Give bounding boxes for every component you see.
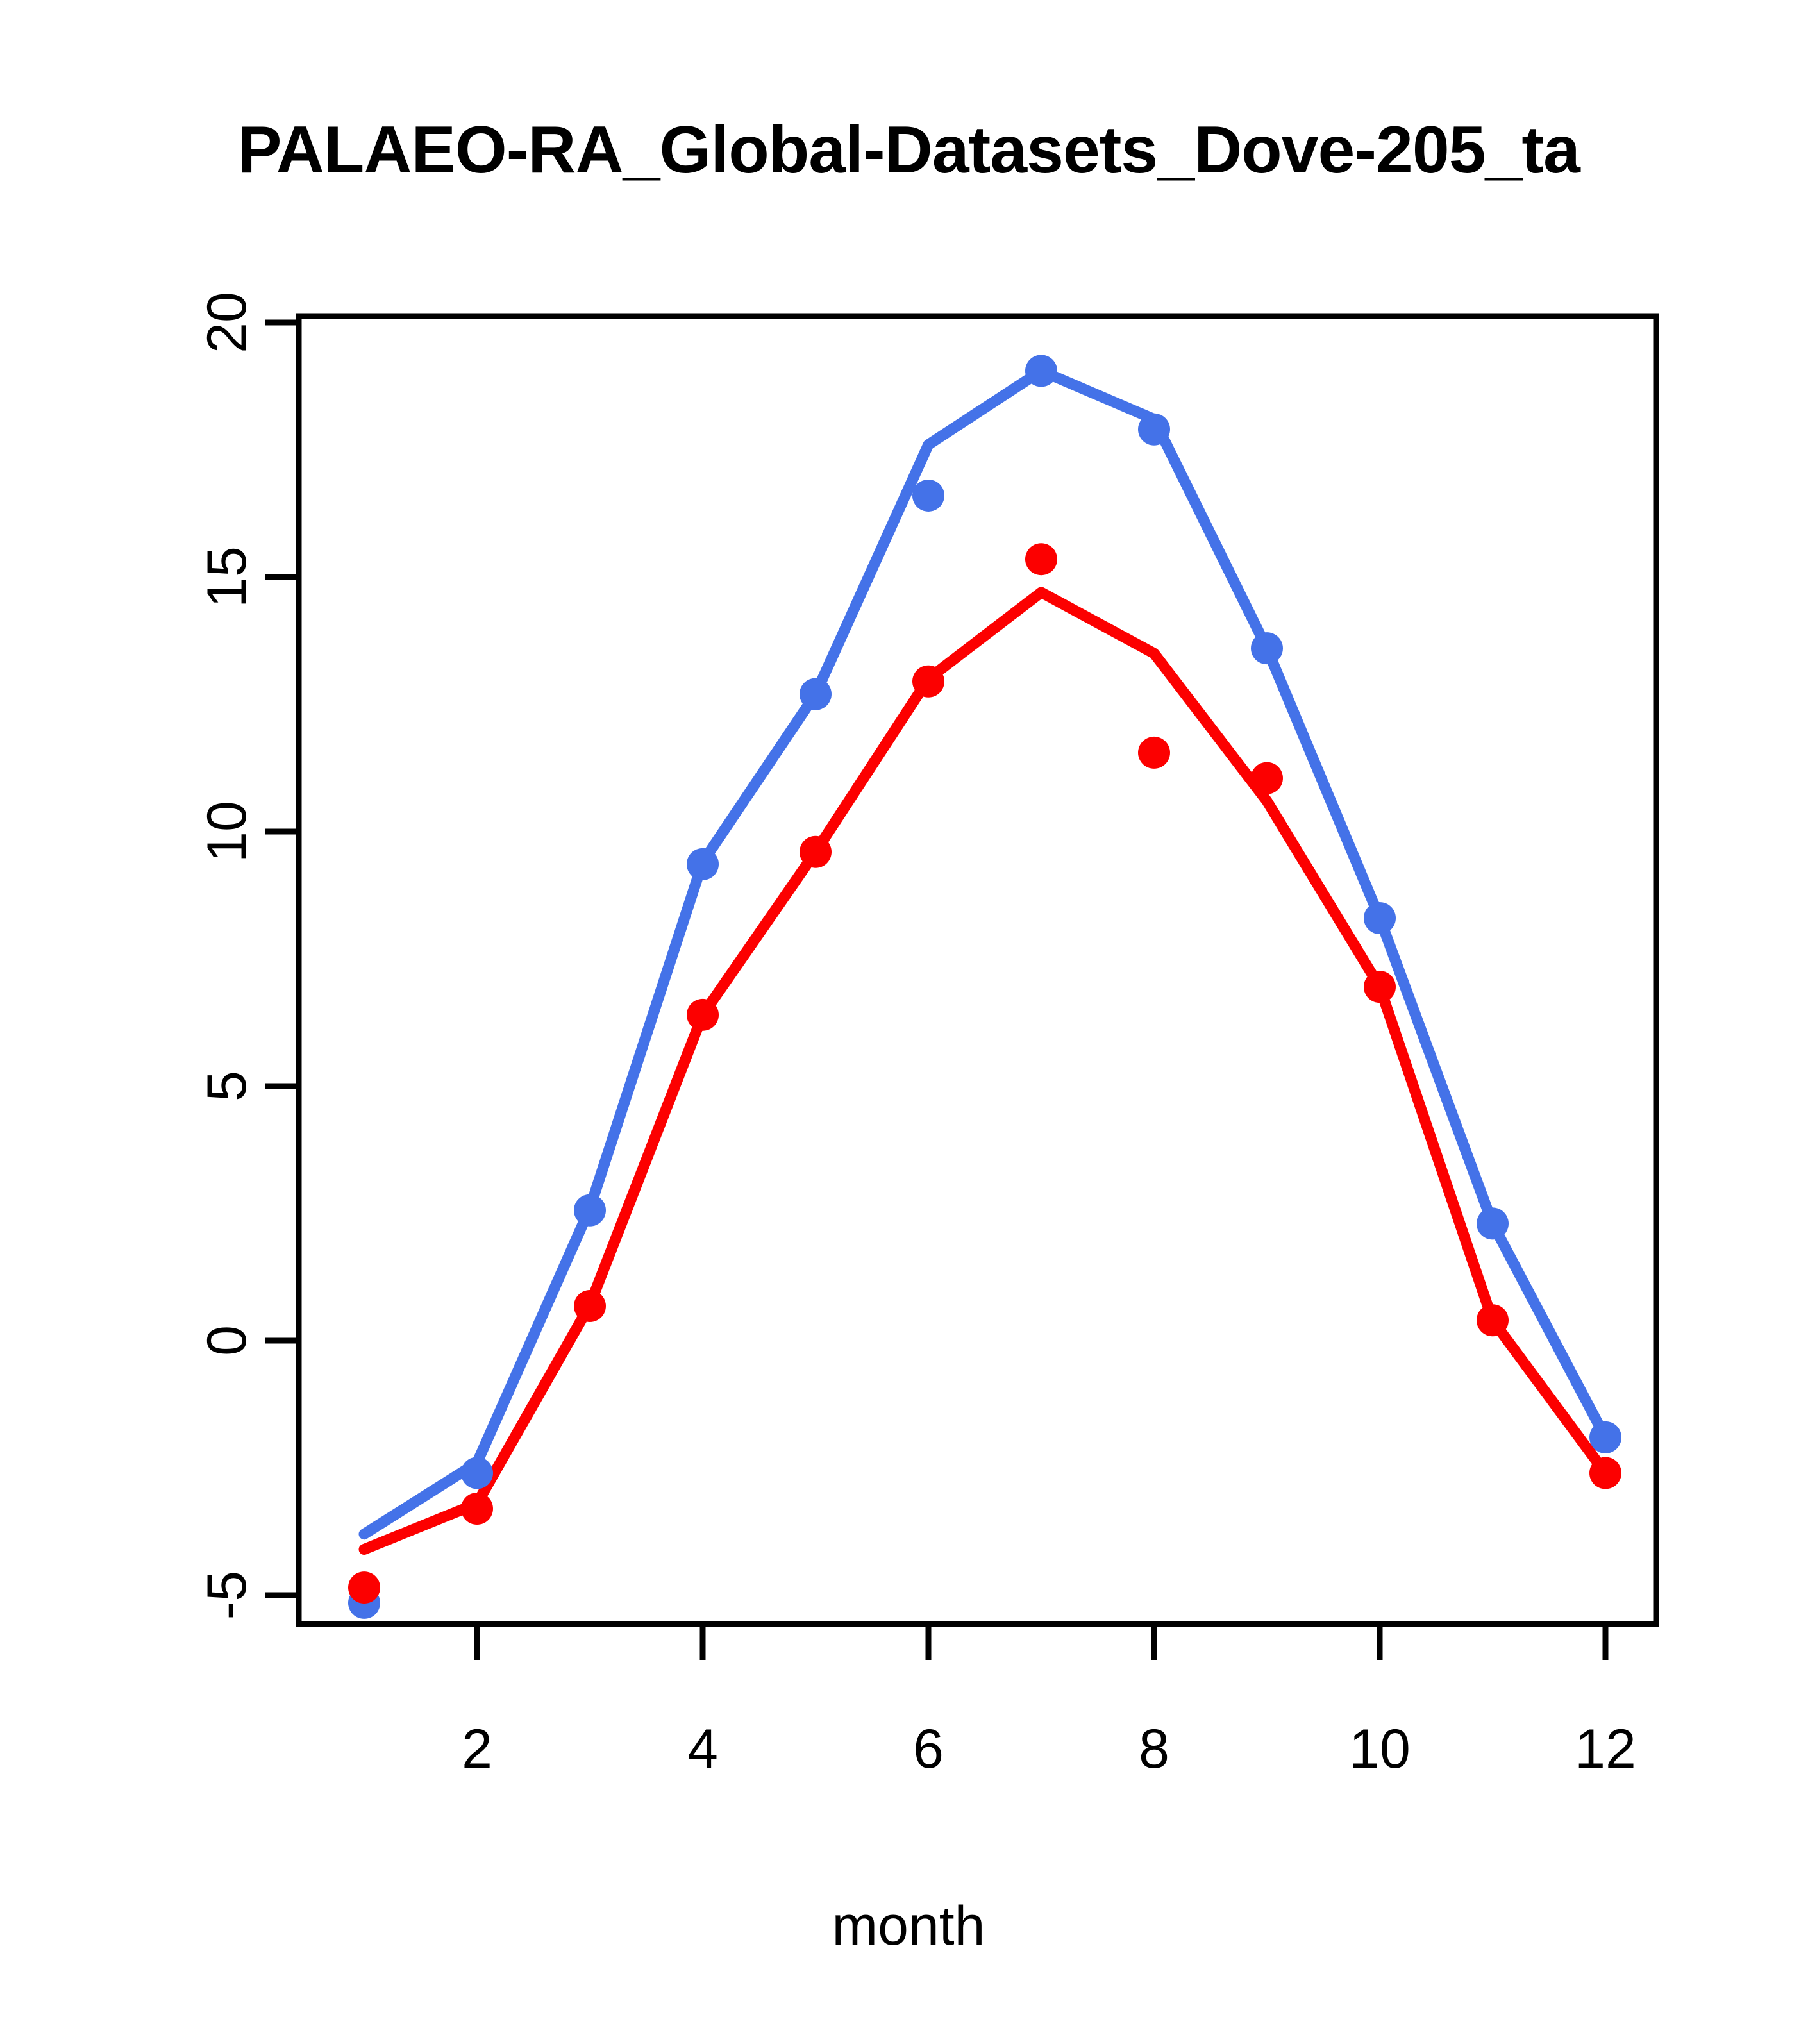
y-tick-label: 5 (196, 1071, 258, 1102)
red-points-marker (1138, 736, 1170, 769)
red-points-marker (687, 998, 719, 1031)
blue-points-marker (1251, 632, 1283, 665)
blue-line (358, 365, 1611, 1540)
red-points-marker (1477, 1304, 1509, 1337)
axes (265, 313, 1659, 1660)
blue-points-marker (1364, 901, 1396, 934)
red-points-marker (800, 835, 832, 868)
y-tick-label: 20 (196, 292, 258, 353)
red-points-marker (1025, 543, 1057, 576)
blue-points-marker (1138, 413, 1170, 446)
y-tick-label: -5 (196, 1570, 258, 1620)
x-tick-label: 6 (913, 1718, 944, 1780)
blue-points-marker (687, 848, 719, 880)
x-tick-label: 2 (462, 1718, 492, 1780)
blue-points-marker (1589, 1421, 1621, 1453)
red-points-marker (1589, 1457, 1621, 1489)
red-points-marker (574, 1290, 606, 1323)
red-points-marker (912, 665, 944, 698)
chart-title: PALAEO-RA_Global-Datasets_Dove-205_ta (237, 113, 1580, 187)
red-points-marker (1251, 762, 1283, 794)
blue-points-marker (800, 678, 832, 710)
data-series (348, 355, 1621, 1619)
blue-points-marker (461, 1457, 493, 1489)
y-tick-label: 15 (196, 546, 258, 608)
x-tick-label: 4 (687, 1718, 718, 1780)
blue-points-marker (1477, 1207, 1509, 1240)
red-line (358, 587, 1611, 1555)
red-points-marker (461, 1493, 493, 1525)
x-tick-label: 8 (1139, 1718, 1169, 1780)
y-tick-label: 0 (196, 1325, 258, 1356)
blue-points-marker (574, 1194, 606, 1227)
y-tick-label: 10 (196, 801, 258, 862)
blue-points-marker (1025, 355, 1057, 387)
blue-points-marker (912, 479, 944, 512)
x-tick-label: 10 (1349, 1718, 1411, 1780)
red-points-marker (1364, 971, 1396, 1003)
x-tick-label: 12 (1575, 1718, 1636, 1780)
red-points-marker (348, 1571, 380, 1604)
x-axis-label: month (832, 1895, 985, 1957)
